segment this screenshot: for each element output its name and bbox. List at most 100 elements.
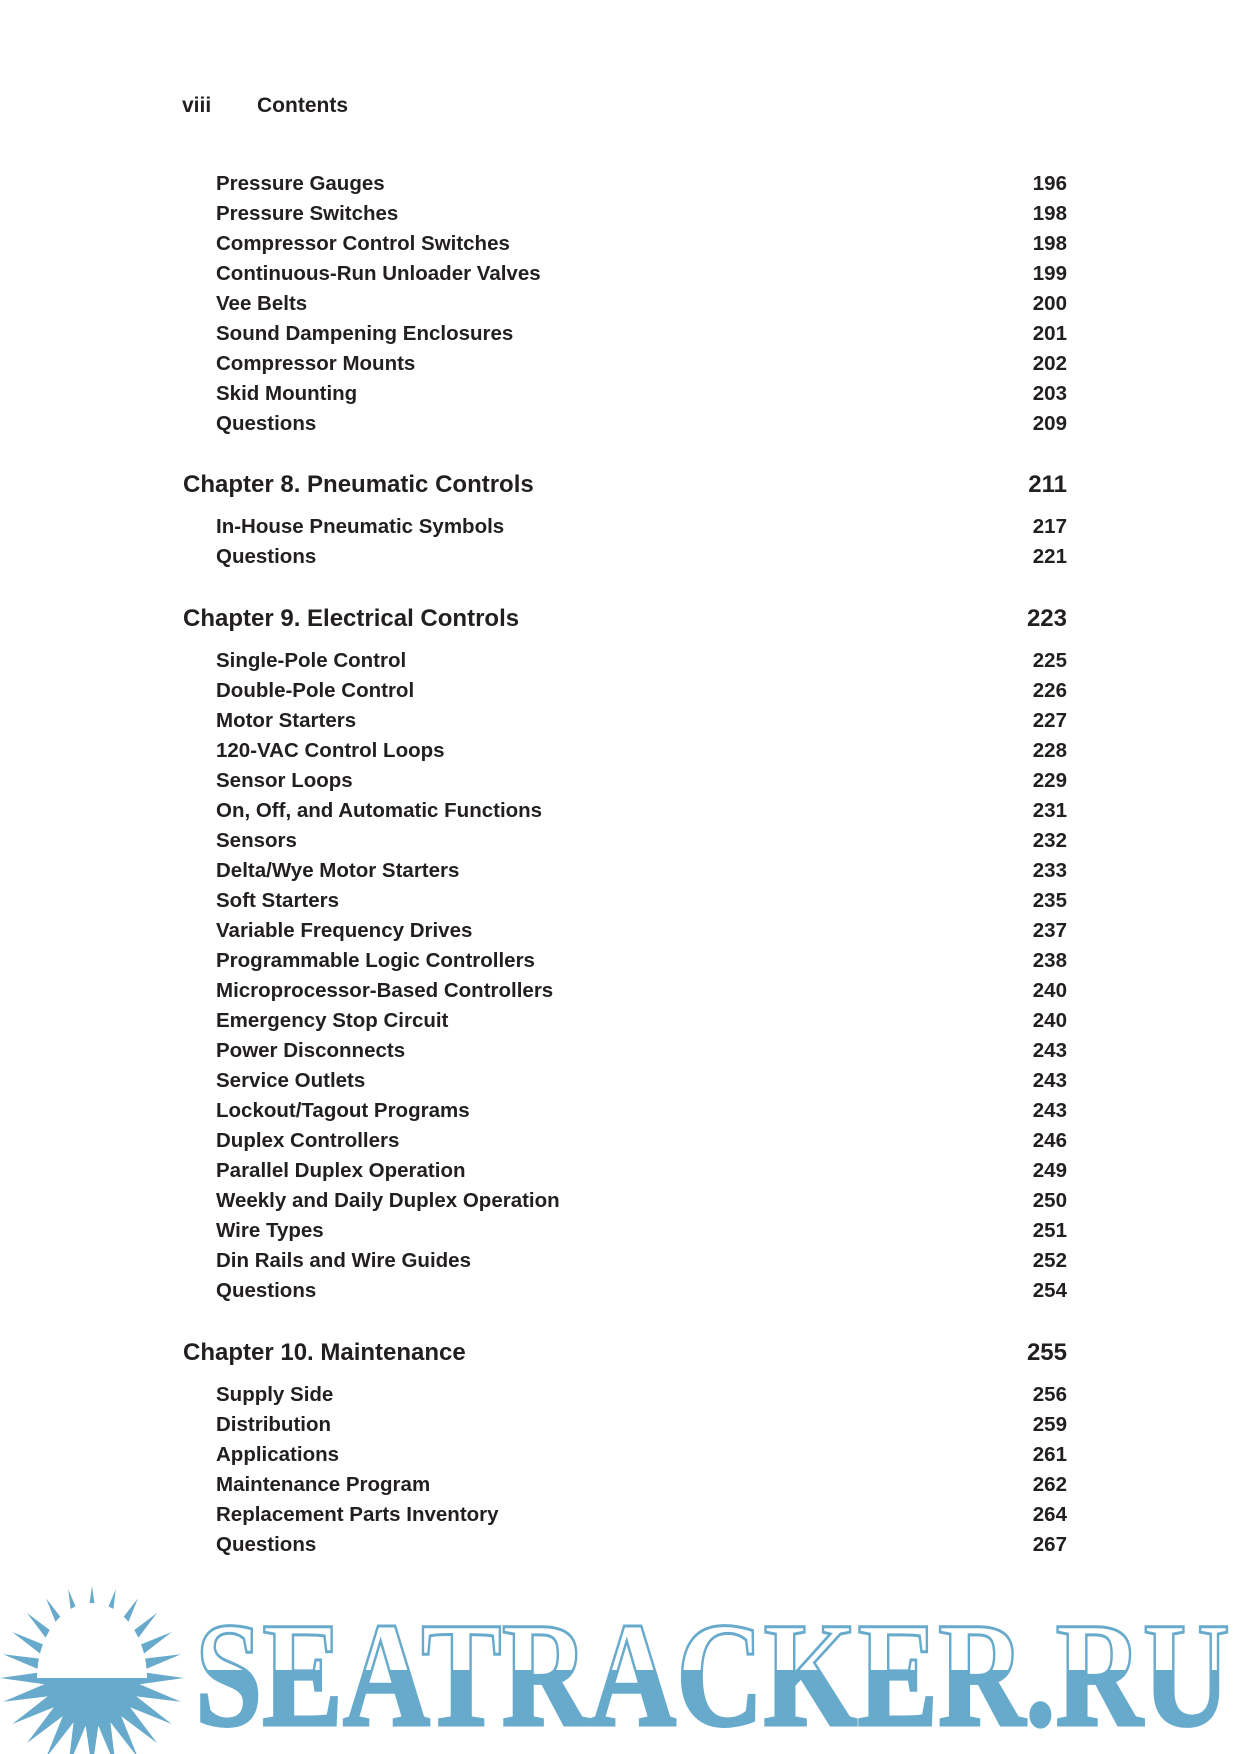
toc-entry[interactable]: Distribution 259 (183, 1410, 1067, 1440)
entry-title: Questions (216, 412, 317, 435)
chapter-page: 223 (1026, 605, 1067, 632)
entry-page: 201 (1032, 322, 1067, 345)
entry-title: 120-VAC Control Loops (216, 739, 445, 762)
toc-entry[interactable]: Questions 254 (183, 1276, 1067, 1306)
running-header-page-number: viii (182, 94, 212, 117)
entry-page: 217 (1032, 515, 1067, 538)
toc-entry[interactable]: Wire Types 251 (183, 1216, 1067, 1246)
toc-entry[interactable]: Continuous-Run Unloader Valves 199 (183, 259, 1067, 289)
entry-title: Pressure Gauges (216, 172, 385, 195)
entry-title: In-House Pneumatic Symbols (216, 515, 505, 538)
toc-entry[interactable]: 120-VAC Control Loops 228 (183, 736, 1067, 766)
toc-entry[interactable]: Microprocessor-Based Controllers 240 (183, 976, 1067, 1006)
toc-entry[interactable]: Programmable Logic Controllers 238 (183, 946, 1067, 976)
entry-title: Parallel Duplex Operation (216, 1159, 466, 1182)
toc-entry[interactable]: Sensor Loops 229 (183, 766, 1067, 796)
toc-entry[interactable]: Soft Starters 235 (183, 886, 1067, 916)
toc-entry[interactable]: Replacement Parts Inventory 264 (183, 1500, 1067, 1530)
toc-entry[interactable]: Duplex Controllers 246 (183, 1126, 1067, 1156)
entry-title: Power Disconnects (216, 1039, 406, 1062)
entry-page: 252 (1032, 1249, 1067, 1272)
entry-title: Duplex Controllers (216, 1129, 400, 1152)
toc-entry[interactable]: In-House Pneumatic Symbols 217 (183, 512, 1067, 542)
entry-title: Variable Frequency Drives (216, 919, 473, 942)
entry-page: 199 (1032, 262, 1067, 285)
entry-page: 262 (1032, 1473, 1067, 1496)
entry-page: 226 (1032, 679, 1067, 702)
entry-title: Replacement Parts Inventory (216, 1503, 499, 1526)
entry-page: 243 (1032, 1069, 1067, 1092)
toc-entry[interactable]: Delta/Wye Motor Starters 233 (183, 856, 1067, 886)
toc-entry[interactable]: Vee Belts 200 (183, 289, 1067, 319)
entry-page: 237 (1032, 919, 1067, 942)
toc-entry[interactable]: Questions 221 (183, 542, 1067, 572)
toc-entry[interactable]: Supply Side 256 (183, 1380, 1067, 1410)
entry-page: 261 (1032, 1443, 1067, 1466)
toc-entry[interactable]: Service Outlets 243 (183, 1066, 1067, 1096)
entry-title: Emergency Stop Circuit (216, 1009, 449, 1032)
entry-page: 267 (1032, 1533, 1067, 1556)
toc-section: Pressure Gauges 196 Pressure Switches 198 Co… (183, 169, 1067, 439)
toc-section: Chapter 8. Pneumatic Controls 211 In-House… (183, 468, 1067, 572)
toc-entry[interactable]: Variable Frequency Drives 237 (183, 916, 1067, 946)
toc-entry[interactable]: Double-Pole Control 226 (183, 676, 1067, 706)
entry-title: Pressure Switches (216, 202, 399, 225)
toc-entry[interactable]: Sensors 232 (183, 826, 1067, 856)
entry-page: 251 (1032, 1219, 1067, 1242)
toc-entry[interactable]: Compressor Control Switches 198 (183, 229, 1067, 259)
entry-title: Compressor Mounts (216, 352, 416, 375)
toc-entry[interactable]: Power Disconnects 243 (183, 1036, 1067, 1066)
entry-page: 198 (1032, 232, 1067, 255)
entry-page: 240 (1032, 979, 1067, 1002)
toc-entry[interactable]: Din Rails and Wire Guides 252 (183, 1246, 1067, 1276)
toc-entry[interactable]: Single-Pole Control 225 (183, 646, 1067, 676)
toc-entry[interactable]: Parallel Duplex Operation 249 (183, 1156, 1067, 1186)
entry-page: 233 (1032, 859, 1067, 882)
toc-entry[interactable]: Questions 209 (183, 409, 1067, 439)
entry-title: Programmable Logic Controllers (216, 949, 535, 972)
entry-page: 202 (1032, 352, 1067, 375)
entry-title: Continuous-Run Unloader Valves (216, 262, 541, 285)
toc-entry[interactable]: Sound Dampening Enclosures 201 (183, 319, 1067, 349)
entry-page: 238 (1032, 949, 1067, 972)
chapter-page: 211 (1028, 471, 1067, 498)
entry-page: 235 (1032, 889, 1067, 912)
toc-entry[interactable]: On, Off, and Automatic Functions 231 (183, 796, 1067, 826)
sun-icon (0, 1586, 184, 1754)
entry-title: Sound Dampening Enclosures (216, 322, 514, 345)
entry-title: Motor Starters (216, 709, 357, 732)
toc-entry[interactable]: Skid Mounting 203 (183, 379, 1067, 409)
entry-page: 250 (1032, 1189, 1067, 1212)
entry-title: Supply Side (216, 1383, 334, 1406)
entry-page: 264 (1032, 1503, 1067, 1526)
entry-page: 225 (1032, 649, 1067, 672)
chapter-heading[interactable]: Chapter 8. Pneumatic Controls 211 (183, 468, 1067, 502)
entry-title: Wire Types (216, 1219, 324, 1242)
toc-entry[interactable]: Weekly and Daily Duplex Operation 250 (183, 1186, 1067, 1216)
entry-title: Vee Belts (216, 292, 308, 315)
toc-entry[interactable]: Pressure Gauges 196 (183, 169, 1067, 199)
entry-page: 209 (1032, 412, 1067, 435)
entry-page: 198 (1032, 202, 1067, 225)
entry-title: Sensors (216, 829, 297, 852)
toc-entry[interactable]: Applications 261 (183, 1440, 1067, 1470)
chapter-title: Chapter 9. Electrical Controls (183, 605, 520, 632)
entry-title: Skid Mounting (216, 382, 358, 405)
chapter-heading[interactable]: Chapter 10. Maintenance 255 (183, 1336, 1067, 1370)
toc-entry[interactable]: Emergency Stop Circuit 240 (183, 1006, 1067, 1036)
entry-page: 232 (1032, 829, 1067, 852)
watermark-logo: SEATRACKER.RU (0, 1586, 1232, 1754)
watermark-text: SEATRACKER.RU (195, 1592, 1230, 1754)
toc-entry[interactable]: Compressor Mounts 202 (183, 349, 1067, 379)
toc-entry[interactable]: Maintenance Program 262 (183, 1470, 1067, 1500)
toc-entry[interactable]: Motor Starters 227 (183, 706, 1067, 736)
entry-title: Double-Pole Control (216, 679, 415, 702)
toc-entry[interactable]: Questions 267 (183, 1530, 1067, 1560)
chapter-page: 255 (1026, 1339, 1067, 1366)
entry-page: 256 (1032, 1383, 1067, 1406)
entry-page: 254 (1032, 1279, 1067, 1302)
chapter-heading[interactable]: Chapter 9. Electrical Controls 223 (183, 602, 1067, 636)
toc-entry[interactable]: Pressure Switches 198 (183, 199, 1067, 229)
toc-entry[interactable]: Lockout/Tagout Programs 243 (183, 1096, 1067, 1126)
entry-page: 249 (1032, 1159, 1067, 1182)
